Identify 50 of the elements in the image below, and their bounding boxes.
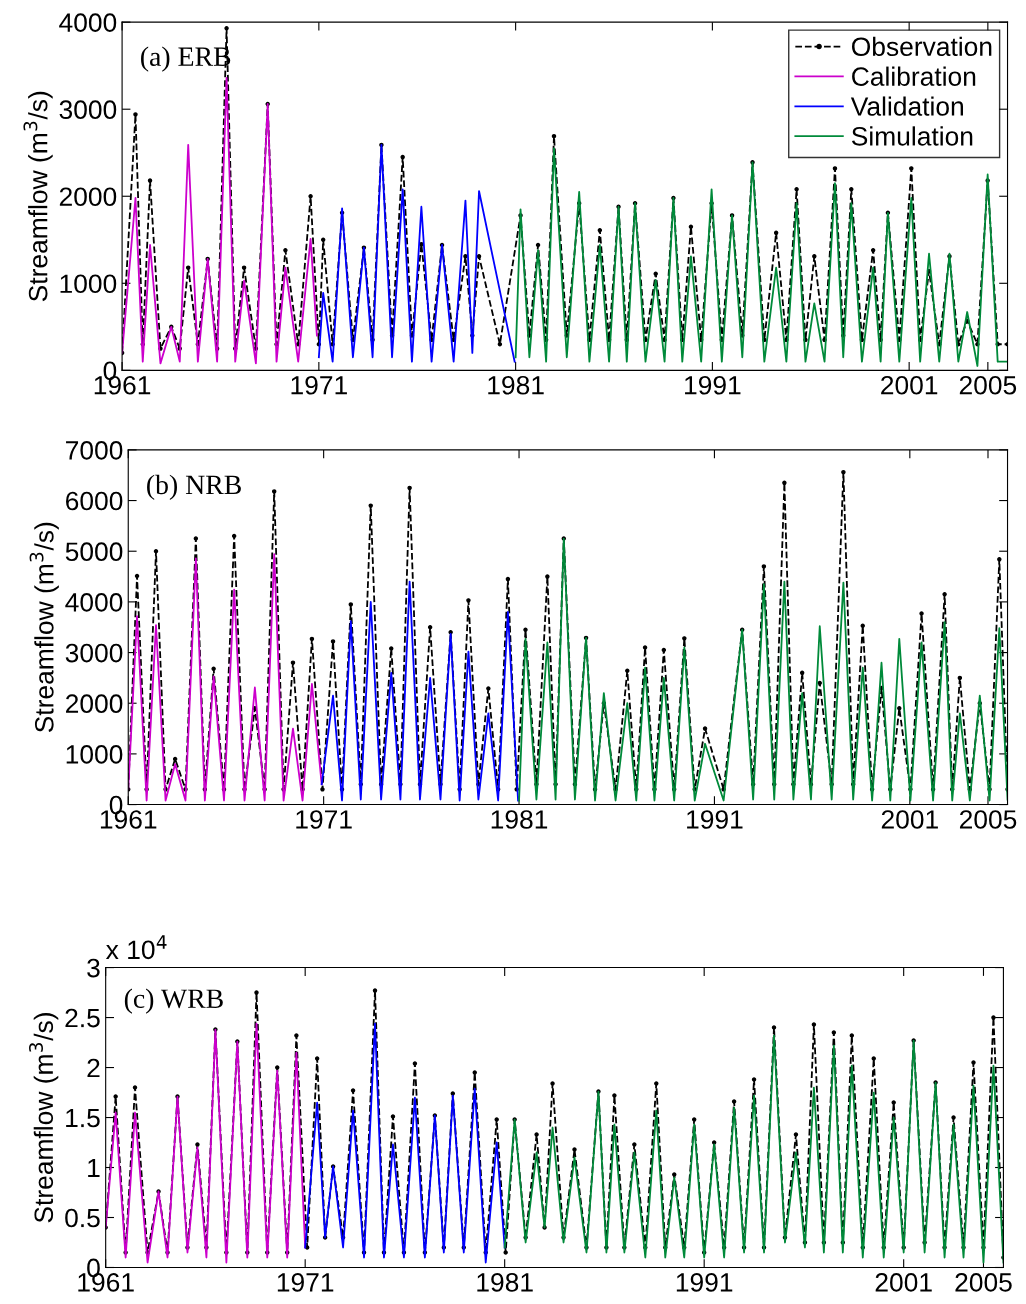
- y-tick-label: 1: [88, 1158, 100, 1178]
- y-tick-label: 4000: [59, 13, 117, 32]
- x-tick-label: 2001: [881, 375, 938, 395]
- x-tick-label: 2001: [875, 1273, 932, 1292]
- y-tick-label: 1000: [66, 745, 123, 764]
- x-tick-label: 1981: [477, 1273, 533, 1292]
- text: (c) WRB: [124, 988, 223, 1014]
- y-tick-label: 3000: [65, 643, 123, 663]
- x-tick-label: 1991: [687, 810, 743, 829]
- line-series: [518, 537, 1008, 802]
- y-tick-label: 3000: [59, 100, 117, 120]
- line-series: [122, 76, 318, 365]
- y-tick-label: 2: [87, 1058, 100, 1078]
- y-tick-label: 2.5: [65, 1008, 100, 1028]
- y-tick-label: 0.5: [65, 1208, 100, 1228]
- y-tick-label: 6000: [66, 491, 123, 511]
- x-tick-label: 1981: [491, 810, 548, 829]
- y-tick-label: 1000: [60, 274, 117, 294]
- y-tick-label: 2000: [66, 694, 123, 714]
- x-tick-label: 1991: [685, 375, 741, 395]
- text: x 10$^{4}$: [105, 935, 167, 960]
- x-tick-label: 2001: [881, 810, 938, 829]
- x-tick-label: 2005: [955, 1273, 1012, 1292]
- x-tick-label: 1971: [291, 375, 347, 395]
- y-axis-title: Streamflow (m$^{3}$/s): [23, 91, 53, 302]
- y-axis-title: Streamflow (m$^{3}$/s): [29, 1013, 59, 1223]
- line-series: [317, 143, 516, 363]
- line-series: [503, 1034, 1004, 1264]
- x-tick-label: 2005: [959, 810, 1017, 829]
- line-series: [320, 580, 519, 802]
- legend-label: Observation: [852, 36, 992, 57]
- x-tick-label: 1971: [296, 810, 352, 829]
- x-tick-label: 1991: [676, 1273, 733, 1292]
- legend-label: Calibration: [852, 66, 976, 86]
- line-series: [128, 553, 323, 802]
- y-tick-label: 2000: [59, 187, 117, 207]
- line-series: [304, 1022, 506, 1264]
- y-tick-label: 7000: [66, 441, 123, 460]
- text: (b) NRB: [147, 474, 241, 500]
- legend-label: Validation: [850, 96, 963, 116]
- line-series: [514, 147, 1008, 367]
- x-tick-label: 1971: [277, 1273, 334, 1292]
- x-tick-label: 1981: [488, 375, 544, 395]
- x-tick-label: 2005: [959, 375, 1017, 395]
- legend-label: Simulation: [851, 126, 973, 146]
- y-tick-label: 1.5: [66, 1108, 100, 1128]
- y-tick-label: 4000: [65, 593, 123, 612]
- y-tick-label: 5000: [65, 542, 123, 562]
- y-axis-title: Streamflow (m$^{3}$/s): [29, 522, 59, 733]
- y-tick-label: 3: [87, 958, 100, 978]
